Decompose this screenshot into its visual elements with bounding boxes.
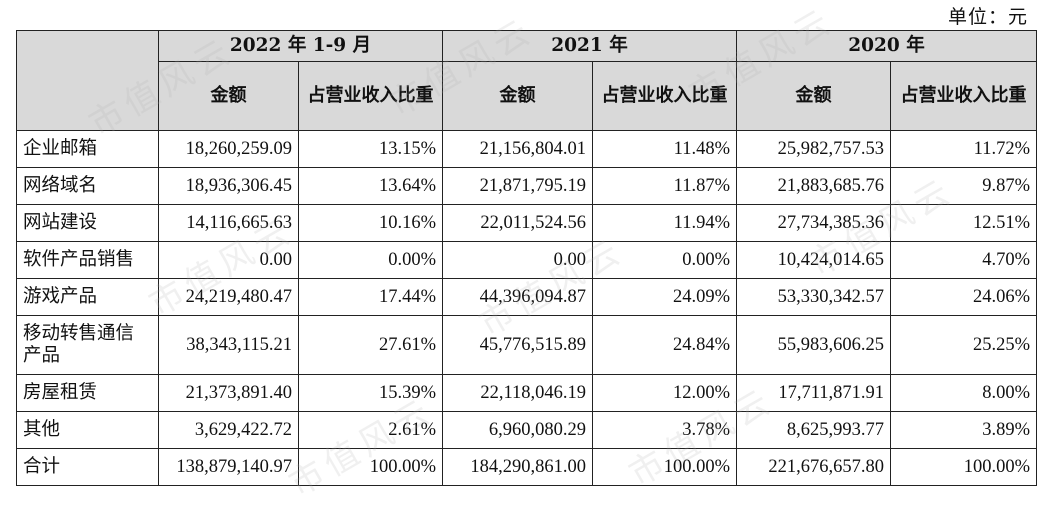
period-header: 2021 年	[442, 30, 738, 62]
amount-cell: 22,011,524.56	[442, 204, 594, 242]
table-row: 游戏产品 24,219,480.47 17.44% 44,396,094.87 …	[16, 278, 1038, 316]
unit-label: 单位：元	[947, 6, 1028, 28]
amount-cell: 138,879,140.97	[158, 448, 299, 486]
amount-cell: 44,396,094.87	[442, 278, 594, 316]
amount-cell: 27,734,385.36	[736, 204, 892, 242]
amount-cell: 10,424,014.65	[736, 241, 892, 279]
share-cell: 25.25%	[890, 315, 1038, 375]
share-cell: 0.00%	[592, 241, 738, 279]
amount-header: 金额	[736, 61, 892, 131]
category-cell: 合计	[16, 448, 159, 486]
share-cell: 12.51%	[890, 204, 1038, 242]
amount-cell: 0.00	[442, 241, 594, 279]
share-cell: 24.84%	[592, 315, 738, 375]
table-row: 企业邮箱 18,260,259.09 13.15% 21,156,804.01 …	[16, 130, 1038, 168]
amount-cell: 8,625,993.77	[736, 411, 892, 449]
period-header: 2020 年	[736, 30, 1038, 62]
category-cell: 其他	[16, 411, 159, 449]
share-header: 占营业收入比重	[297, 61, 444, 131]
category-cell: 网络域名	[16, 167, 159, 205]
amount-cell: 18,936,306.45	[158, 167, 299, 205]
amount-header: 金额	[442, 61, 594, 131]
table-row: 其他 3,629,422.72 2.61% 6,960,080.29 3.78%…	[16, 411, 1038, 449]
period-header: 2022 年 1-9 月	[157, 30, 444, 62]
amount-cell: 55,983,606.25	[736, 315, 892, 375]
share-cell: 3.78%	[592, 411, 738, 449]
share-cell: 11.87%	[592, 167, 738, 205]
amount-cell: 21,373,891.40	[158, 374, 299, 412]
amount-cell: 14,116,665.63	[158, 204, 299, 242]
share-cell: 15.39%	[297, 374, 444, 412]
category-cell: 网站建设	[16, 204, 159, 242]
share-cell: 12.00%	[592, 374, 738, 412]
share-cell: 100.00%	[592, 448, 738, 486]
table-row: 移动转售通信产品 38,343,115.21 27.61% 45,776,515…	[16, 315, 1038, 375]
share-header: 占营业收入比重	[592, 61, 738, 131]
amount-cell: 18,260,259.09	[158, 130, 299, 168]
amount-cell: 53,330,342.57	[736, 278, 892, 316]
table-row: 网络域名 18,936,306.45 13.64% 21,871,795.19 …	[16, 167, 1038, 205]
total-row: 合计 138,879,140.97 100.00% 184,290,861.00…	[16, 448, 1038, 486]
share-cell: 11.48%	[592, 130, 738, 168]
share-cell: 10.16%	[297, 204, 444, 242]
category-cell: 游戏产品	[16, 278, 159, 316]
share-cell: 24.09%	[592, 278, 738, 316]
header-corner	[16, 30, 159, 131]
share-cell: 24.06%	[890, 278, 1038, 316]
share-cell: 13.15%	[297, 130, 444, 168]
share-cell: 100.00%	[297, 448, 444, 486]
amount-cell: 221,676,657.80	[736, 448, 892, 486]
table-row: 网站建设 14,116,665.63 10.16% 22,011,524.56 …	[16, 204, 1038, 242]
category-cell: 房屋租赁	[16, 374, 159, 412]
share-cell: 11.94%	[592, 204, 738, 242]
table-row: 软件产品销售 0.00 0.00% 0.00 0.00% 10,424,014.…	[16, 241, 1038, 279]
share-cell: 17.44%	[297, 278, 444, 316]
amount-cell: 3,629,422.72	[158, 411, 299, 449]
amount-cell: 184,290,861.00	[442, 448, 594, 486]
share-cell: 9.87%	[890, 167, 1038, 205]
amount-cell: 6,960,080.29	[442, 411, 594, 449]
share-cell: 27.61%	[297, 315, 444, 375]
share-cell: 4.70%	[890, 241, 1038, 279]
category-cell: 移动转售通信产品	[16, 315, 159, 375]
header-row-metrics: 金额 占营业收入比重 金额 占营业收入比重 金额 占营业收入比重	[17, 61, 1038, 131]
amount-cell: 25,982,757.53	[736, 130, 892, 168]
amount-cell: 45,776,515.89	[442, 315, 594, 375]
table-row: 房屋租赁 21,373,891.40 15.39% 22,118,046.19 …	[16, 374, 1038, 412]
share-header: 占营业收入比重	[890, 61, 1038, 131]
share-cell: 100.00%	[890, 448, 1038, 486]
amount-cell: 21,883,685.76	[736, 167, 892, 205]
amount-header: 金额	[158, 61, 299, 131]
amount-cell: 38,343,115.21	[158, 315, 299, 375]
amount-cell: 17,711,871.91	[736, 374, 892, 412]
revenue-table: 2022 年 1-9 月 2021 年 2020 年 金额 占营业收入比重 金额…	[16, 30, 1038, 486]
share-cell: 13.64%	[297, 167, 444, 205]
amount-cell: 21,156,804.01	[442, 130, 594, 168]
share-cell: 3.89%	[890, 411, 1038, 449]
share-cell: 2.61%	[297, 411, 444, 449]
share-cell: 0.00%	[297, 241, 444, 279]
header-row-periods: 2022 年 1-9 月 2021 年 2020 年	[16, 30, 1038, 131]
category-cell: 软件产品销售	[16, 241, 159, 279]
amount-cell: 22,118,046.19	[442, 374, 594, 412]
category-cell: 企业邮箱	[16, 130, 159, 168]
share-cell: 8.00%	[890, 374, 1038, 412]
amount-cell: 24,219,480.47	[158, 278, 299, 316]
amount-cell: 21,871,795.19	[442, 167, 594, 205]
share-cell: 11.72%	[890, 130, 1038, 168]
amount-cell: 0.00	[158, 241, 299, 279]
